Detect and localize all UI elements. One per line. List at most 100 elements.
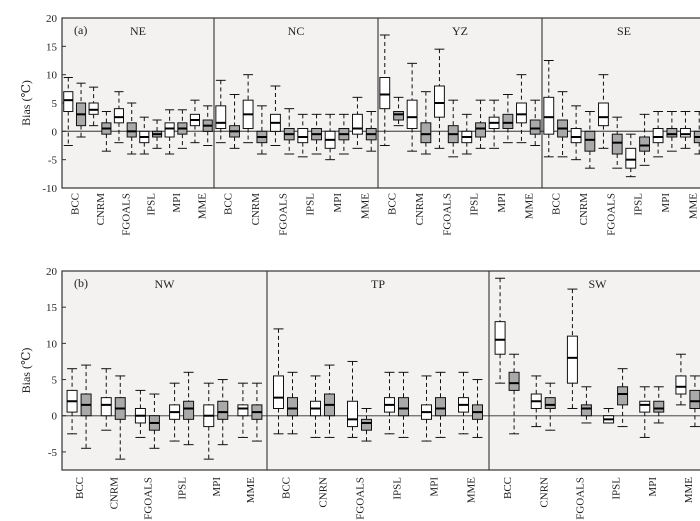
category-label: IPSL (611, 477, 623, 500)
region-title: NW (155, 277, 176, 291)
category-label: CNRM (414, 193, 426, 226)
panel-frame (61, 270, 700, 471)
box-iqr (215, 105, 227, 130)
category-label: FGOALS (120, 193, 132, 236)
region-title: SW (589, 277, 608, 291)
y-axis-label: Bias (℃) (19, 80, 33, 126)
region-bg-sw (489, 271, 700, 470)
region-ne: NE BCC CNRM FGOALS IPSL MPI MME (63, 24, 213, 236)
box-iqr (494, 321, 506, 355)
category-label: MPI (429, 477, 441, 497)
category-label: FGOALS (277, 193, 289, 236)
box-mme-white (189, 99, 201, 144)
box-iqr (475, 122, 486, 138)
box-mpi-white (488, 99, 500, 149)
box-ipsl-gray (183, 371, 195, 446)
box-mpi-white (164, 109, 175, 155)
category-label: MME (683, 477, 695, 504)
box-iqr (164, 122, 175, 138)
box-mpi-white (652, 111, 664, 158)
category-label: MPI (496, 193, 508, 213)
box-iqr (297, 128, 309, 144)
y-tick-label: 20 (46, 266, 58, 278)
box-mme-white (516, 74, 527, 144)
box-cnrm-white (406, 62, 418, 152)
box-bcc-white (215, 79, 227, 144)
box-cnrn-white (310, 375, 321, 438)
box-bcc-white (273, 328, 284, 435)
category-label: IPSL (177, 477, 189, 500)
y-tick-label: 0 (52, 411, 58, 423)
box-iqr (361, 418, 372, 431)
box-iqr (508, 371, 520, 391)
category-label: CNRN (538, 477, 550, 508)
y-tick-label: 20 (46, 13, 58, 25)
category-label: BCC (551, 193, 563, 215)
box-cnrm-white (100, 368, 112, 431)
y-tick-label: 0 (52, 126, 58, 138)
box-iqr (666, 128, 678, 138)
box-iqr (379, 77, 391, 110)
category-label: CNRM (250, 193, 262, 226)
box-iqr (237, 404, 249, 417)
box-ipsl-gray (398, 371, 409, 438)
box-cnrm-gray (584, 111, 596, 169)
box-fgoals-gray (126, 102, 137, 155)
region-title: SE (617, 24, 631, 38)
box-iqr (63, 91, 74, 112)
box-iqr (352, 113, 363, 135)
box-cnrm-gray (101, 111, 112, 152)
region-nc: NC BCC CNRM FGOALS IPSL MPI MME (215, 24, 377, 236)
box-fgoals-gray (361, 407, 372, 442)
box-cnrm-white (570, 105, 582, 161)
category-label: MME (245, 477, 257, 504)
category-label: IPSL (146, 193, 158, 216)
box-iqr (287, 397, 298, 417)
box-mme-gray (529, 99, 541, 146)
box-iqr (434, 85, 445, 118)
box-mme-gray (693, 111, 700, 155)
category-label: MME (466, 477, 478, 504)
box-ipsl-white (603, 407, 615, 424)
box-fgoals-white (270, 85, 281, 146)
box-fgoals-gray (148, 393, 160, 449)
box-ipsl-gray (151, 119, 163, 149)
box-cnrm-gray (256, 105, 268, 155)
box-iqr (126, 122, 137, 138)
box-fgoals-gray (580, 386, 592, 424)
category-label: IPSL (633, 193, 645, 216)
box-mme-white (352, 96, 363, 149)
category-label: MME (687, 193, 699, 220)
region-bg-nc (214, 18, 378, 188)
box-iqr (183, 400, 195, 420)
box-bcc-white (63, 77, 74, 146)
y-axis-label: Bias (℃) (19, 348, 33, 394)
box-cnrm-white (88, 86, 99, 127)
box-cnrn-gray (324, 364, 335, 438)
category-label: IPSL (392, 477, 404, 500)
box-iqr (689, 389, 700, 409)
box-mpi-gray (177, 109, 188, 149)
category-label: IPSL (305, 193, 317, 216)
category-label: BCC (74, 477, 86, 499)
box-bcc-gray (75, 82, 87, 138)
box-iqr (347, 400, 358, 428)
y-tick-label: 15 (46, 302, 58, 314)
box-iqr (625, 147, 637, 169)
box-fgoals-white (566, 288, 578, 409)
box-iqr (502, 113, 514, 130)
y-tick-label: -5 (48, 155, 58, 167)
box-mme-white (675, 353, 687, 406)
region-bg-tp (267, 271, 489, 470)
box-cnrm-gray (114, 375, 126, 460)
region-nw: NW BCC CNRM FGOALS IPSL MPI MME (66, 277, 263, 520)
box-fgoals-white (434, 48, 445, 149)
region-title: NE (130, 24, 146, 38)
box-cnrn-white (530, 375, 542, 428)
category-label: CNRM (578, 193, 590, 226)
y-tick-label: 10 (46, 338, 58, 350)
panel-label: (a) (74, 23, 87, 37)
box-cnrm-white (242, 74, 254, 144)
region-sw: SW BCC CNRN FGOALS IPSL MPI MME (494, 277, 700, 520)
